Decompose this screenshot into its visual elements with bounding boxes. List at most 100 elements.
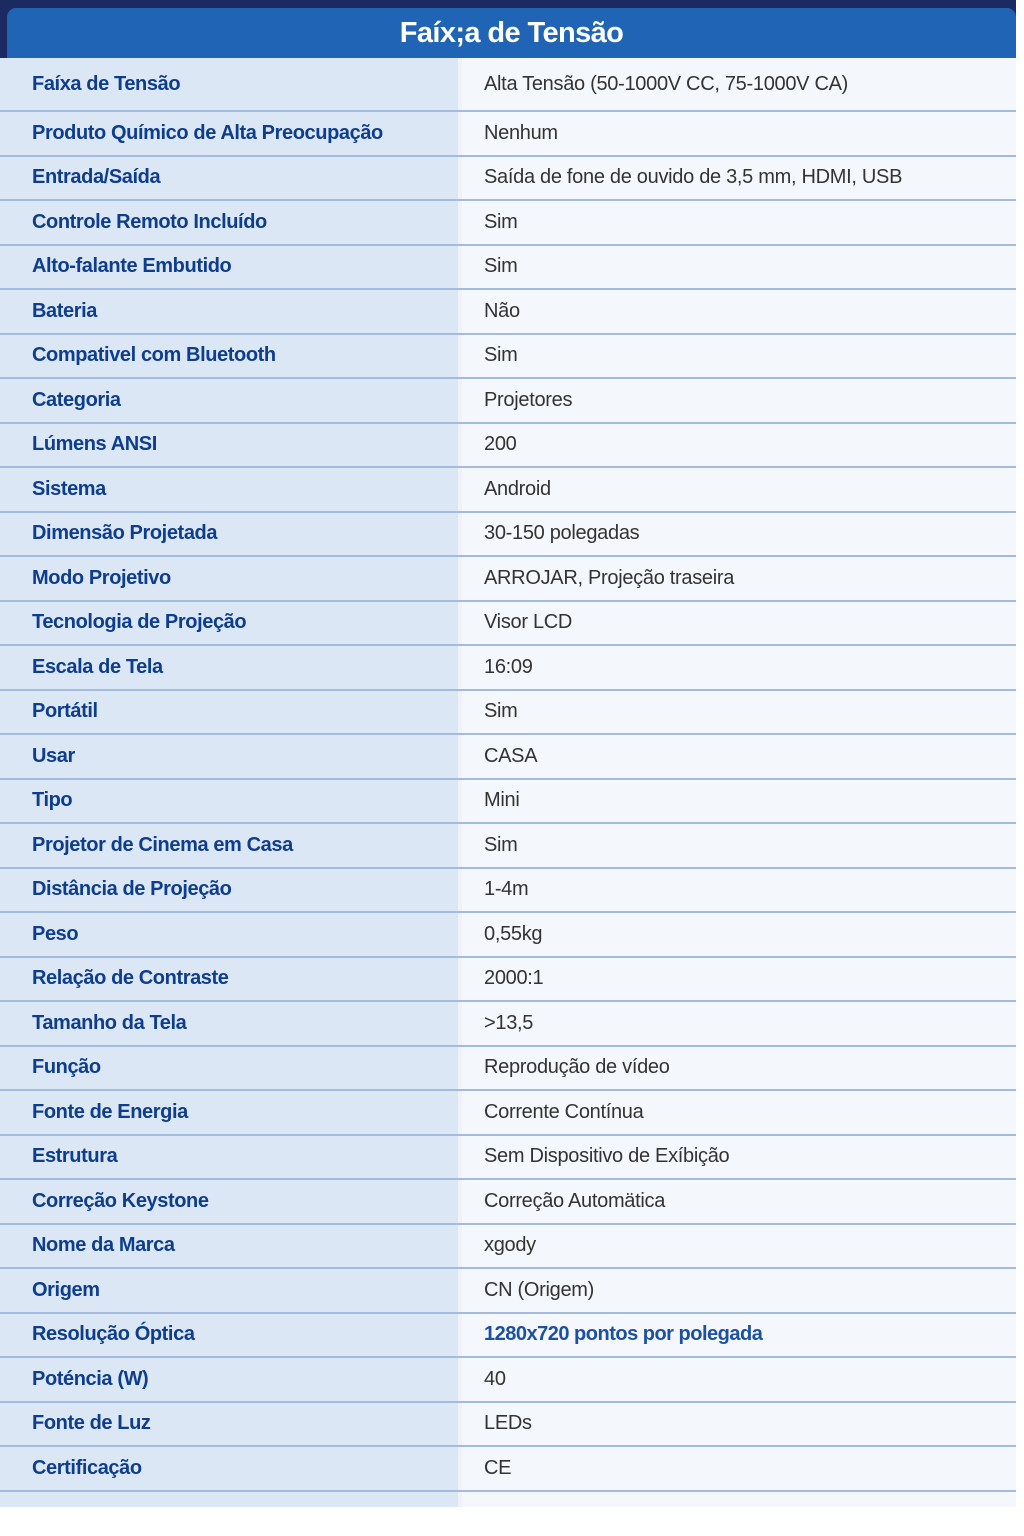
spec-row: Usar CASA — [0, 735, 1016, 780]
spec-value: Corrente Contínua — [462, 1091, 1016, 1134]
spec-label: Portátil — [0, 690, 462, 733]
spec-row: Fonte de Energia Corrente Contínua — [0, 1091, 1016, 1136]
spec-row: Entrada/Saída Saída de fone de ouvido de … — [0, 156, 1016, 201]
spec-label: Tamanho da Tela — [0, 1002, 462, 1045]
spec-value — [462, 1491, 1016, 1507]
spec-row: Sistema Android — [0, 468, 1016, 513]
spec-row: Tamanho da Tela >13,5 — [0, 1002, 1016, 1047]
spec-row: Fonte de Luz LEDs — [0, 1402, 1016, 1447]
spec-value: 40 — [462, 1358, 1016, 1401]
spec-value: 2000:1 — [462, 957, 1016, 1000]
spec-label: Controle Remoto Incluído — [0, 201, 462, 244]
spec-row: Dimensão Projetada 30-150 polegadas — [0, 512, 1016, 557]
spec-value: CASA — [462, 735, 1016, 778]
spec-row: Portátil Sim — [0, 690, 1016, 735]
spec-row: Projetor de Cinema em Casa Sim — [0, 824, 1016, 869]
spec-value: Mini — [462, 779, 1016, 822]
spec-value: Nenhum — [462, 112, 1016, 155]
spec-row: Tecnologia de Projeção Visor LCD — [0, 601, 1016, 646]
spec-value: Reprodução de vídeo — [462, 1046, 1016, 1089]
spec-value: xgody — [462, 1224, 1016, 1267]
spec-table: Faíxa de Tensão Alta Tensão (50-1000V CC,… — [0, 58, 1016, 1507]
spec-label: Tecnologia de Projeção — [0, 601, 462, 644]
spec-label: Distância de Projeção — [0, 868, 462, 911]
spec-value: Saída de fone de ouvido de 3,5 mm, HDMI,… — [462, 156, 1016, 199]
spec-label: Sistema — [0, 468, 462, 511]
spec-label: Peso — [0, 913, 462, 956]
spec-row: Lúmens ANSI 200 — [0, 423, 1016, 468]
page-title: Faíx;a de Tensão — [399, 16, 624, 49]
spec-label: Produto Químico de Alta Preocupação — [0, 112, 462, 155]
spec-label: Certificação — [0, 1447, 462, 1490]
spec-value: >13,5 — [462, 1002, 1016, 1045]
spec-value: 30-150 polegadas — [462, 512, 1016, 555]
spec-row: Distância de Projeção 1-4m — [0, 868, 1016, 913]
spec-row-partial — [0, 1491, 1016, 1507]
header-bar: Faíx;a de Tensão — [7, 8, 1016, 58]
spec-label: Modo Projetivo — [0, 557, 462, 600]
spec-value: Correção Automätica — [462, 1180, 1016, 1223]
spec-value: Alta Tensão (50-1000V CC, 75-1000V CA) — [462, 58, 1016, 110]
spec-label: Usar — [0, 735, 462, 778]
spec-row: Poténcia (W) 40 — [0, 1358, 1016, 1403]
spec-label: Faíxa de Tensão — [0, 58, 462, 110]
spec-value: Sem Dispositivo de Exíbição — [462, 1135, 1016, 1178]
spec-label: Entrada/Saída — [0, 156, 462, 199]
spec-label: Poténcia (W) — [0, 1358, 462, 1401]
spec-value: CN (Origem) — [462, 1269, 1016, 1312]
spec-label: Projetor de Cinema em Casa — [0, 824, 462, 867]
spec-value: LEDs — [462, 1402, 1016, 1445]
spec-label: Categoria — [0, 379, 462, 422]
spec-label: Origem — [0, 1269, 462, 1312]
spec-row: Origem CN (Origem) — [0, 1269, 1016, 1314]
spec-row: Faíxa de Tensão Alta Tensão (50-1000V CC,… — [0, 58, 1016, 112]
spec-row: Compativel com Bluetooth Sim — [0, 334, 1016, 379]
spec-row: Nome da Marca xgody — [0, 1224, 1016, 1269]
spec-label: Correção Keystone — [0, 1180, 462, 1223]
spec-row: Relação de Contraste 2000:1 — [0, 957, 1016, 1002]
spec-value: Sim — [462, 245, 1016, 288]
spec-label: Função — [0, 1046, 462, 1089]
spec-row: Certificação CE — [0, 1447, 1016, 1492]
spec-value: Android — [462, 468, 1016, 511]
spec-value: Sim — [462, 201, 1016, 244]
spec-value: Sim — [462, 334, 1016, 377]
spec-label: Estrutura — [0, 1135, 462, 1178]
spec-value: Projetores — [462, 379, 1016, 422]
spec-row: Modo Projetivo ARROJAR, Projeção traseira — [0, 557, 1016, 602]
spec-row: Categoria Projetores — [0, 379, 1016, 424]
spec-label: Relação de Contraste — [0, 957, 462, 1000]
spec-row: Controle Remoto Incluído Sim — [0, 201, 1016, 246]
spec-value: Não — [462, 290, 1016, 333]
spec-row: Bateria Não — [0, 290, 1016, 335]
spec-value: Sim — [462, 824, 1016, 867]
spec-value-link[interactable]: 1280x720 pontos por polegada — [462, 1313, 1016, 1356]
spec-label: Bateria — [0, 290, 462, 333]
spec-row: Função Reprodução de vídeo — [0, 1046, 1016, 1091]
spec-label: Escala de Tela — [0, 646, 462, 689]
spec-value: 200 — [462, 423, 1016, 466]
spec-value: ARROJAR, Projeção traseira — [462, 557, 1016, 600]
spec-row: Estrutura Sem Dispositivo de Exíbição — [0, 1135, 1016, 1180]
spec-label: Dimensão Projetada — [0, 512, 462, 555]
spec-value: 0,55kg — [462, 913, 1016, 956]
spec-label: Nome da Marca — [0, 1224, 462, 1267]
spec-row: Escala de Tela 16:09 — [0, 646, 1016, 691]
spec-row: Tipo Mini — [0, 779, 1016, 824]
spec-value: 16:09 — [462, 646, 1016, 689]
spec-value: CE — [462, 1447, 1016, 1490]
spec-row: Produto Químico de Alta Preocupação Nenhu… — [0, 112, 1016, 157]
spec-row: Alto-falante Embutido Sim — [0, 245, 1016, 290]
spec-value: Visor LCD — [462, 601, 1016, 644]
spec-label: Tipo — [0, 779, 462, 822]
spec-row: Correção Keystone Correção Automätica — [0, 1180, 1016, 1225]
spec-label: Fonte de Luz — [0, 1402, 462, 1445]
spec-label — [0, 1491, 462, 1507]
spec-value: Sim — [462, 690, 1016, 733]
spec-label: Resolução Óptica — [0, 1313, 462, 1356]
spec-row: Peso 0,55kg — [0, 913, 1016, 958]
spec-row: Resolução Óptica 1280x720 pontos por pole… — [0, 1313, 1016, 1358]
spec-label: Lúmens ANSI — [0, 423, 462, 466]
spec-label: Compativel com Bluetooth — [0, 334, 462, 377]
